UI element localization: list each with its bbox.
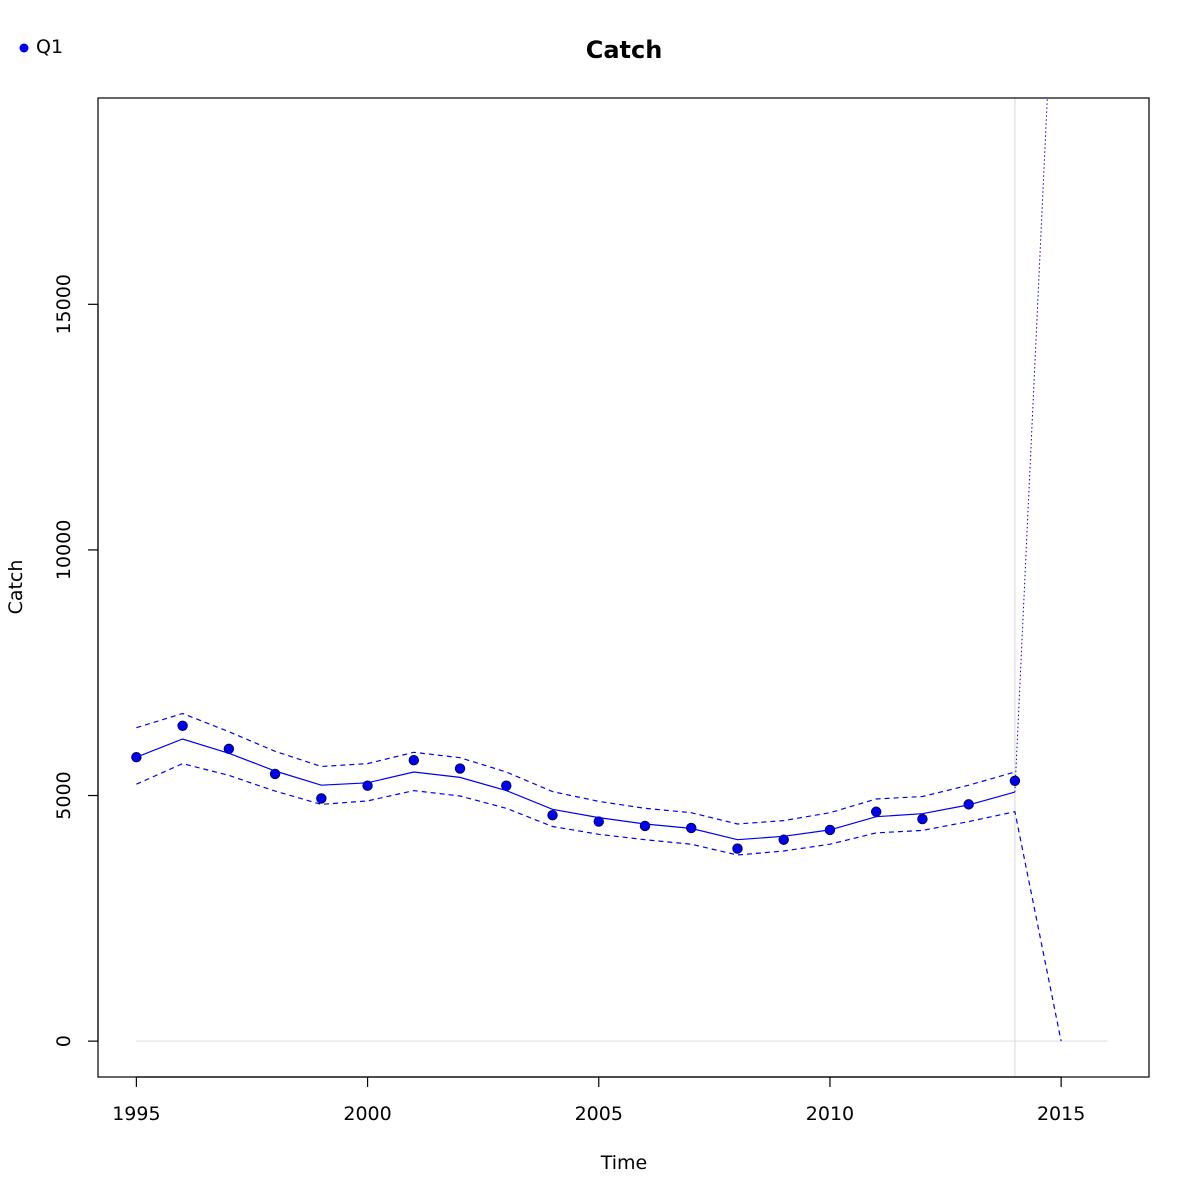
data-point [547, 809, 558, 821]
data-point [1009, 775, 1021, 786]
data-point [593, 816, 604, 827]
data-point [778, 834, 789, 845]
x-axis-label: Time [600, 1152, 648, 1174]
data-point [454, 763, 466, 774]
data-point [408, 754, 420, 766]
series-layer [131, 97, 1062, 1042]
x-tick-label: 2005 [575, 1103, 623, 1125]
x-tick-label: 2015 [1037, 1103, 1085, 1125]
confidence-bound-line [136, 762, 1062, 1042]
x-tick-label: 2010 [806, 1103, 854, 1125]
x-tick-label: 1995 [112, 1103, 160, 1125]
y-tick-label: 5000 [53, 771, 75, 819]
reference-lines [136, 98, 1108, 1077]
legend-marker [19, 43, 29, 53]
fitted-line [136, 738, 1016, 841]
data-point [131, 752, 142, 763]
y-axis: 0 5000 10000 15000 [53, 274, 99, 1047]
y-tick-label: 15000 [53, 274, 75, 334]
legend-label: Q1 [36, 36, 63, 58]
x-tick-label: 2000 [343, 1103, 391, 1125]
plot-frame [97, 97, 1150, 1078]
data-point [177, 720, 188, 731]
y-tick-label: 0 [53, 1035, 75, 1047]
y-tick-label: 10000 [53, 520, 75, 580]
legend: Q1 [19, 36, 63, 58]
y-axis-label: Catch [5, 560, 27, 615]
data-point [316, 793, 327, 804]
data-point [639, 820, 651, 832]
data-point [917, 813, 928, 825]
confidence-bound-line [136, 712, 1016, 825]
x-axis: 1995 2000 2005 2010 2015 [112, 1076, 1085, 1125]
forecast-line [1014, 97, 1048, 793]
data-point [732, 843, 743, 854]
chart-title: Catch [586, 36, 663, 64]
data-point [870, 806, 882, 817]
